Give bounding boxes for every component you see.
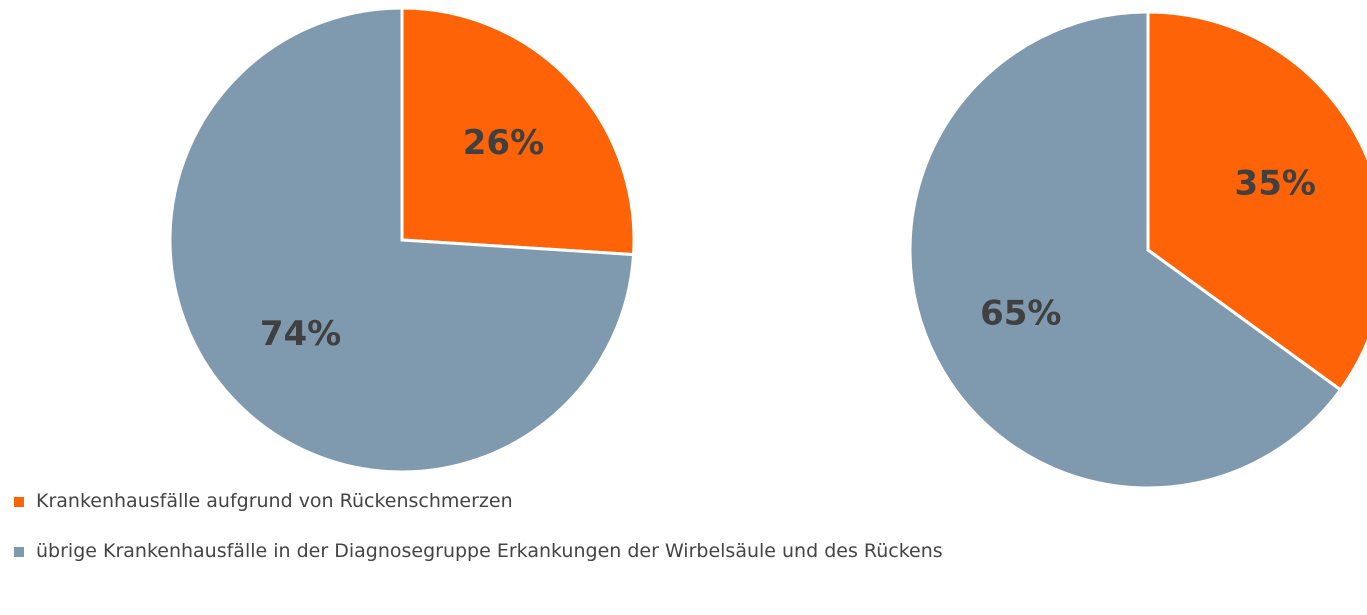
legend-text: übrige Krankenhausfälle in der Diagnoseg…: [36, 540, 943, 562]
legend-item: Krankenhausfälle aufgrund von Rückenschm…: [14, 488, 1024, 514]
value-label: 35%: [1235, 164, 1316, 204]
value-label: 74%: [260, 314, 341, 354]
legend-item: übrige Krankenhausfälle in der Diagnoseg…: [14, 538, 1024, 564]
legend: Krankenhausfälle aufgrund von Rückenschm…: [14, 488, 1024, 588]
pie-slice: [1146, 10, 1367, 392]
pie-slice: [400, 6, 636, 257]
legend-swatch: [14, 497, 24, 507]
legend-swatch: [14, 547, 24, 557]
value-label: 26%: [463, 123, 544, 163]
value-label: 65%: [980, 293, 1061, 333]
pie-slice: [908, 10, 1343, 490]
legend-text: Krankenhausfälle aufgrund von Rückenschm…: [36, 490, 513, 512]
pie-slice: [168, 6, 636, 474]
